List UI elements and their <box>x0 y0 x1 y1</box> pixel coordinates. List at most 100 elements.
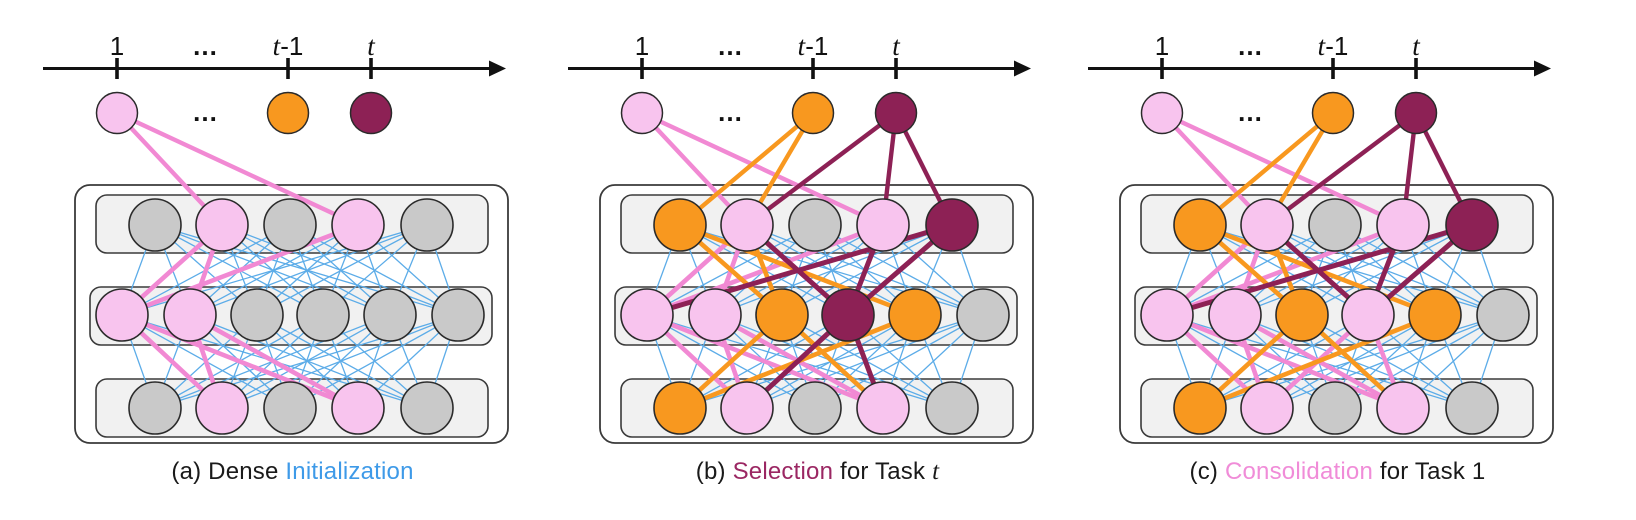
gray-network-node <box>1445 381 1499 435</box>
task-ellipsis: … <box>1237 97 1263 127</box>
caption-segment: Initialization <box>285 458 414 485</box>
gray-network-node <box>1308 198 1362 252</box>
caption-segment: Consolidation <box>1224 458 1373 485</box>
dense-edge <box>714 224 953 316</box>
gray-network-node <box>128 381 182 435</box>
gray-network-node <box>1308 381 1362 435</box>
orange-network-node <box>1408 288 1462 342</box>
dense-edge <box>221 314 459 409</box>
maroon-network-node <box>1445 198 1499 252</box>
orange-network-node <box>755 288 809 342</box>
task-1-node <box>95 91 139 135</box>
pink-network-node <box>195 381 249 435</box>
task-t-1-node <box>1311 91 1355 135</box>
gray-network-node <box>1476 288 1530 342</box>
pink-network-node <box>331 381 385 435</box>
pink-task-edge <box>114 110 361 228</box>
timeline-label: … <box>1237 31 1263 61</box>
gray-network-node <box>263 198 317 252</box>
task-t-node <box>1394 91 1438 135</box>
timeline-arrowhead <box>1534 60 1551 77</box>
pink-network-node <box>331 198 385 252</box>
timeline-arrowhead <box>489 60 506 77</box>
timeline-label: 1 <box>110 31 124 61</box>
gray-network-node <box>263 381 317 435</box>
pink-path-edge <box>187 312 361 411</box>
orange-network-node <box>1275 288 1329 342</box>
pink-network-node <box>163 288 217 342</box>
orange-task-edge <box>677 110 816 228</box>
pink-task-edge <box>639 110 886 228</box>
timeline-label: t <box>1412 31 1421 61</box>
task-t-node <box>349 91 393 135</box>
orange-network-node <box>1173 198 1227 252</box>
task-t-1-node <box>791 91 835 135</box>
panel-a: … 1 … t-1 t <box>43 31 509 444</box>
timeline-label: t <box>892 31 901 61</box>
gray-network-node <box>431 288 485 342</box>
gray-network-node <box>230 288 284 342</box>
timeline-label: … <box>717 31 743 61</box>
pink-network-node <box>1341 288 1395 342</box>
maroon-network-node <box>821 288 875 342</box>
pink-network-node <box>620 288 674 342</box>
timeline-label: 1 <box>635 31 649 61</box>
timeline-label: t <box>367 31 376 61</box>
maroon-task-edge <box>1264 110 1419 228</box>
caption-panel-a: (a) Dense Initialization <box>40 458 545 492</box>
pink-network-node <box>1376 198 1430 252</box>
pink-path-edge <box>119 312 361 411</box>
timeline-label: 1 <box>1155 31 1169 61</box>
caption-segment: for Task <box>833 458 933 485</box>
panel-c: … 1 … t-1 t <box>1088 31 1554 444</box>
pink-network-node <box>1240 198 1294 252</box>
gray-network-node <box>956 288 1010 342</box>
caption-segment: Selection <box>732 458 834 485</box>
caption-segment: for Task 1 <box>1373 458 1486 485</box>
maroon-network-node <box>925 198 979 252</box>
pink-path-edge <box>119 222 361 318</box>
dense-edge <box>256 224 428 316</box>
gray-network-node <box>128 198 182 252</box>
task-1-node <box>1140 91 1184 135</box>
task-1-node <box>620 91 664 135</box>
pink-path-edge <box>644 312 886 411</box>
orange-task-edge <box>1197 110 1336 228</box>
timeline-label: t-1 <box>1318 31 1349 61</box>
pink-network-node <box>1240 381 1294 435</box>
caption-panel-c: (c) Consolidation for Task 1 <box>1085 458 1590 492</box>
pink-network-node <box>195 198 249 252</box>
orange-network-node <box>888 288 942 342</box>
pink-task-edge <box>1159 110 1406 228</box>
gray-network-node <box>788 198 842 252</box>
orange-network-node <box>653 381 707 435</box>
caption-segment: t <box>932 458 940 485</box>
pink-network-node <box>1376 381 1430 435</box>
pink-network-node <box>720 381 774 435</box>
pink-path-edge <box>1164 312 1406 411</box>
task-t-node <box>874 91 918 135</box>
pink-network-node <box>720 198 774 252</box>
task-t-1-node <box>266 91 310 135</box>
dense-edge <box>189 224 428 316</box>
gray-network-node <box>296 288 350 342</box>
gray-network-node <box>400 381 454 435</box>
pink-network-node <box>1208 288 1262 342</box>
task-ellipsis: … <box>717 97 743 127</box>
pink-network-node <box>1140 288 1194 342</box>
dense-edge <box>1234 224 1473 316</box>
timeline-label: t-1 <box>273 31 304 61</box>
task-ellipsis: … <box>192 97 218 127</box>
caption-panel-b: (b) Selection for Task t <box>565 458 1070 492</box>
pink-network-node <box>856 381 910 435</box>
orange-path-edge <box>1197 312 1438 411</box>
pink-network-node <box>95 288 149 342</box>
orange-network-node <box>653 198 707 252</box>
orange-network-node <box>1173 381 1227 435</box>
gray-network-node <box>925 381 979 435</box>
pink-network-node <box>688 288 742 342</box>
pink-network-node <box>856 198 910 252</box>
gray-network-node <box>363 288 417 342</box>
